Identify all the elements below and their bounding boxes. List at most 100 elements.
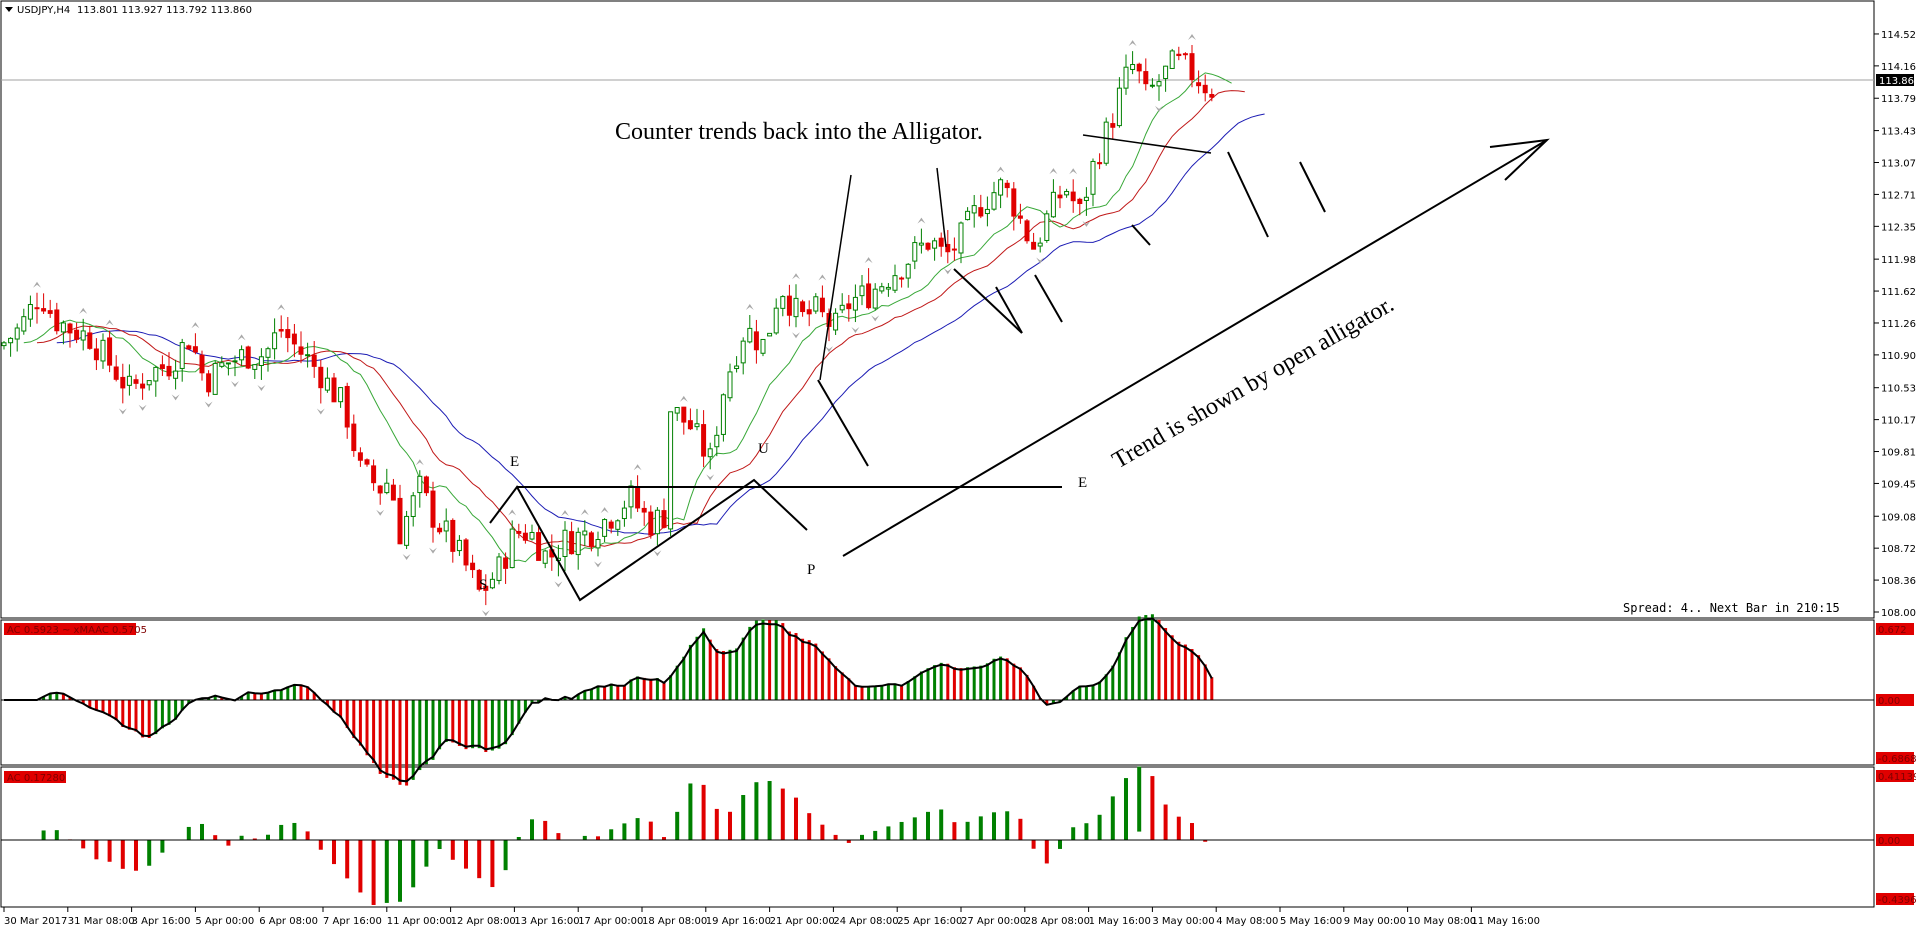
time-tick-label: 17 Apr 00:00 <box>578 916 643 927</box>
candle-body <box>450 519 456 552</box>
mom-bar <box>978 816 983 840</box>
fractal-down-marker <box>481 610 490 617</box>
ac-bar <box>873 685 877 700</box>
ac-bar <box>840 672 844 700</box>
mom-bar <box>384 840 389 903</box>
mom-bar <box>609 829 614 840</box>
candle-body <box>87 332 93 349</box>
mom-bar <box>1110 796 1115 840</box>
candle-body <box>258 356 264 366</box>
ac-bar <box>174 700 178 720</box>
fractal-up-marker <box>917 217 926 224</box>
mom-bar <box>1031 840 1036 849</box>
candle-body <box>892 275 898 291</box>
fractal-down-marker <box>231 381 239 388</box>
price-tick-label: 113.070 <box>1881 159 1916 170</box>
ac-bar <box>669 675 673 700</box>
alligator-lips-line <box>23 72 1232 563</box>
candle-body <box>542 550 548 564</box>
candle-body <box>21 316 27 332</box>
time-tick-label: 19 Apr 16:00 <box>706 916 771 927</box>
candle-body <box>404 515 410 546</box>
candle-body <box>489 578 495 589</box>
ac-bar <box>979 665 983 700</box>
candle-body <box>681 406 687 423</box>
candle-body <box>958 222 964 254</box>
candle-body <box>1163 65 1169 80</box>
mom-bar <box>107 840 112 862</box>
ac-bar <box>306 686 310 700</box>
ac-bar <box>913 676 917 700</box>
ac-bar <box>127 700 131 730</box>
mom-bar <box>1097 814 1102 840</box>
symbol-label: USDJPY,H4 <box>17 5 70 16</box>
ac-bar <box>649 678 653 700</box>
candle-body <box>509 528 515 569</box>
fractal-up-marker <box>792 273 800 280</box>
ac-bar <box>781 623 785 700</box>
candle-body <box>1149 84 1155 87</box>
ac-bar <box>702 628 706 700</box>
ac-bar <box>1005 658 1009 700</box>
candle-body <box>661 510 667 528</box>
candle-body <box>1097 162 1103 165</box>
mom-bottom-tick: -0.43967 <box>1878 895 1916 906</box>
mom-bar <box>1018 818 1023 840</box>
candle-body <box>1077 198 1083 205</box>
mom-bar <box>266 834 270 840</box>
fractal-up-marker <box>745 303 754 310</box>
ac-bar <box>411 700 415 780</box>
mom-bar <box>833 834 838 840</box>
ac-bar <box>754 620 758 700</box>
pointer-line-2 <box>936 167 947 248</box>
ac-bar <box>61 693 65 700</box>
time-tick-label: 4 May 08:00 <box>1216 916 1278 927</box>
ac-bar <box>589 688 593 700</box>
ac-bar <box>378 700 382 774</box>
collapse-triangle-icon[interactable] <box>5 7 13 12</box>
mom-bar <box>239 835 244 840</box>
mom-bar <box>714 808 719 840</box>
candle-body <box>522 532 528 541</box>
ac-bar <box>365 700 369 756</box>
fractal-down-marker <box>402 554 411 561</box>
fractal-up-marker <box>600 507 609 514</box>
price-tick-label: 110.170 <box>1881 416 1916 427</box>
ac-bar <box>372 700 376 764</box>
candle-body <box>734 365 740 370</box>
candle-body <box>476 569 482 590</box>
time-tick-label: 5 Apr 00:00 <box>195 916 254 927</box>
fractal-up-marker <box>277 304 286 311</box>
candle-body <box>107 337 113 366</box>
candle-body <box>674 406 680 414</box>
candle-body <box>357 452 363 461</box>
ac-bottom-badge <box>1876 752 1914 764</box>
ac-bar <box>715 649 719 700</box>
fractal-down-marker <box>653 550 662 557</box>
mom-zero-badge <box>1876 834 1914 846</box>
axis-ticks: 114.520 114.160 113.795 113.430 113.070 112.7… <box>3 30 1916 927</box>
fractal-down-marker <box>1036 257 1045 264</box>
mom-bar <box>464 840 468 869</box>
annotation-lines <box>489 134 1550 602</box>
candle-body <box>120 376 126 389</box>
alligator-teeth-line <box>36 90 1245 548</box>
candle-body <box>34 307 40 310</box>
counter-trend-4 <box>1034 274 1063 323</box>
candle-body <box>1044 213 1050 241</box>
fractal-up-marker <box>1188 33 1196 40</box>
mom-bar <box>926 811 930 840</box>
fractal-up-marker <box>1049 168 1058 175</box>
ac-bar <box>952 667 956 700</box>
ac-bar <box>352 700 356 739</box>
candle-body <box>344 385 350 428</box>
mom-bar <box>556 833 561 840</box>
candle-body <box>806 309 812 315</box>
candle-body <box>859 285 865 297</box>
mom-bar <box>411 840 416 888</box>
time-tick-label: 6 Apr 08:00 <box>259 916 318 927</box>
fractal-down-marker <box>1082 220 1091 227</box>
mom-bar <box>398 840 402 902</box>
candle-body <box>1103 121 1109 164</box>
mom-bar <box>1005 811 1010 840</box>
